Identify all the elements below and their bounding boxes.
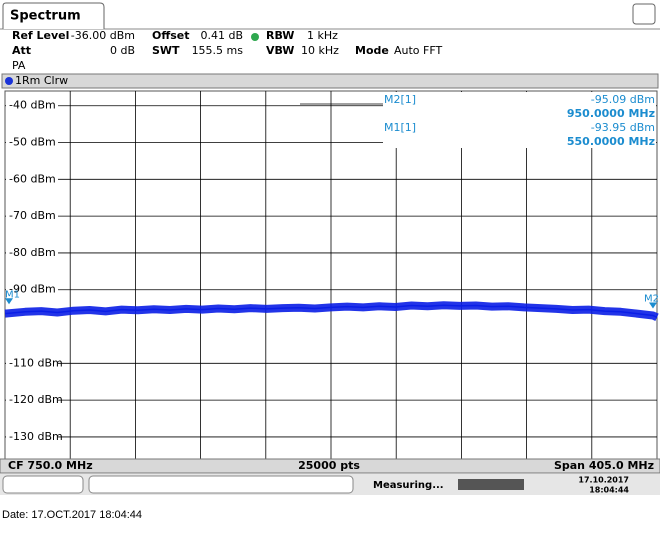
tick-label-bg [6, 210, 58, 223]
y-tick-label: -80 dBm [9, 246, 56, 259]
label: Ref Level [12, 29, 69, 42]
value: -36.00 dBm [71, 29, 135, 42]
label: Offset [152, 29, 190, 42]
marker-value: -93.95 dBm [591, 121, 655, 134]
marker [5, 298, 14, 305]
marker [648, 302, 657, 309]
label: VBW [266, 44, 294, 57]
tab-frame [2, 2, 105, 29]
status-date: 17.10.2017 [578, 476, 629, 485]
y-tick-label: -90 dBm [9, 283, 56, 296]
tick-label-bg [6, 357, 58, 370]
trace-bar [1, 73, 659, 89]
status-dot [251, 33, 259, 41]
trace-dot [5, 77, 13, 85]
measuring: Measuring... [373, 480, 444, 491]
label: SWT [152, 44, 180, 57]
value: 10 kHz [301, 44, 339, 57]
tick-label-bg [6, 246, 58, 259]
y-tick-label: -70 dBm [9, 209, 56, 222]
marker-table-bg [383, 92, 656, 148]
tick-label-bg [6, 173, 58, 186]
tab-title: Spectrum [10, 9, 81, 24]
label: Mode [355, 44, 389, 57]
tick-label-bg [6, 430, 58, 443]
label: Att [12, 44, 31, 57]
input: PA [12, 59, 26, 72]
marker-frequency: 950.0000 MHz [567, 107, 655, 120]
tick-label-bg [6, 99, 58, 112]
value: 0.41 dB [200, 29, 243, 42]
trace-label: 1Rm Clrw [15, 74, 68, 87]
center-frequency: CF 750.0 MHz [8, 459, 93, 472]
trace-core [4, 304, 658, 318]
date-line: Date: 17.OCT.2017 18:04:44 [2, 509, 142, 521]
y-tick-label: -110 dBm [9, 356, 63, 369]
footer-bar [0, 458, 660, 474]
tick-label-bg [6, 394, 58, 407]
y-tick-label: -40 dBm [9, 99, 56, 112]
status-field[interactable] [88, 475, 354, 494]
progress [458, 479, 524, 490]
marker-tag: M1 [5, 289, 20, 300]
value: Auto FFT [394, 44, 442, 57]
status-time: 18:04:44 [589, 486, 629, 495]
menu-button[interactable] [632, 3, 656, 25]
span: Span 405.0 MHz [554, 459, 654, 472]
status-field[interactable] [2, 475, 84, 494]
y-tick-label: -130 dBm [9, 430, 63, 443]
tick-label-bg [6, 136, 58, 149]
value: 0 dB [110, 44, 135, 57]
marker-frequency: 550.0000 MHz [567, 135, 655, 148]
value: 155.5 ms [192, 44, 244, 57]
marker-label: M1[1] [384, 121, 416, 134]
marker-label: M2[1] [384, 93, 416, 106]
y-tick-label: -60 dBm [9, 172, 56, 185]
y-tick-label: -50 dBm [9, 136, 56, 149]
marker-tag: M2 [644, 293, 659, 304]
label: RBW [266, 29, 294, 42]
y-tick-label: -120 dBm [9, 393, 63, 406]
sweep-points: 25000 pts [298, 459, 360, 472]
tick-label-bg [6, 283, 58, 296]
marker-value: -95.09 dBm [591, 93, 655, 106]
value: 1 kHz [307, 29, 338, 42]
